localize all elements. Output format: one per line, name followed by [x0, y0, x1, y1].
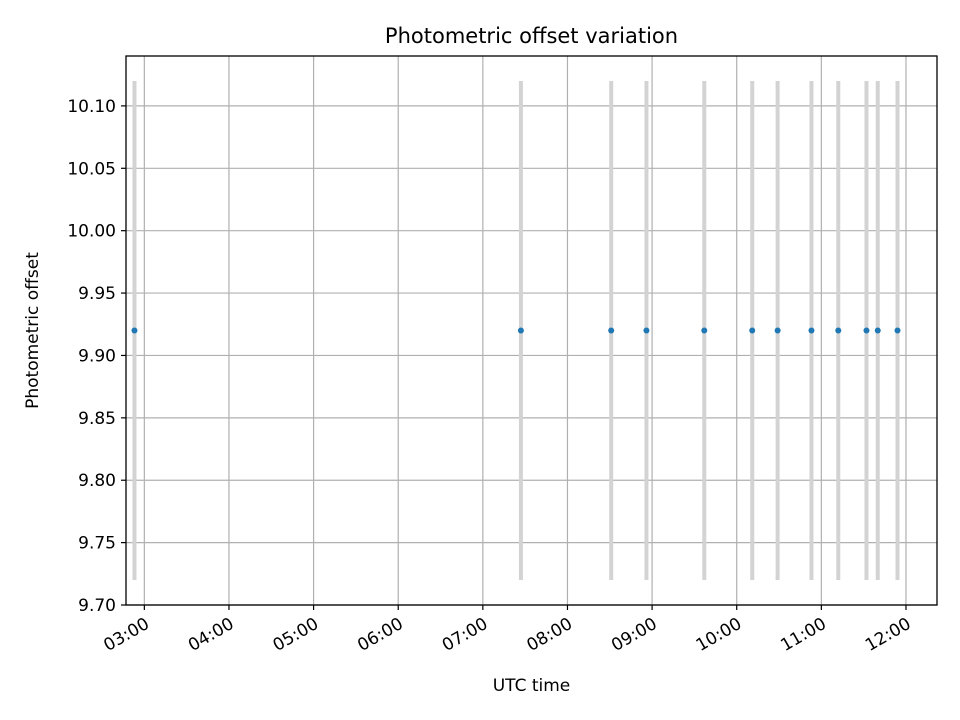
data-point: [701, 327, 708, 334]
y-tick-label: 9.95: [78, 284, 116, 304]
data-point: [774, 327, 781, 334]
data-point: [894, 327, 901, 334]
y-tick-label: 10.00: [67, 222, 116, 242]
data-point: [131, 327, 138, 334]
data-point: [874, 327, 881, 334]
data-point: [863, 327, 870, 334]
data-points: [131, 327, 901, 334]
y-axis-ticks: 9.70 9.75 9.80 9.85 9.90 9.95 10.00 10.05 10.10: [67, 97, 126, 616]
y-tick-label: 9.75: [78, 534, 116, 554]
chart-title: Photometric offset variation: [385, 24, 678, 48]
data-point: [608, 327, 615, 334]
y-tick-label: 10.10: [67, 97, 116, 117]
data-point: [835, 327, 842, 334]
y-tick-label: 9.90: [78, 346, 116, 366]
x-axis-label: UTC time: [493, 676, 571, 696]
data-point: [643, 327, 650, 334]
data-point: [517, 327, 524, 334]
data-point: [808, 327, 815, 334]
y-tick-label: 9.70: [78, 596, 116, 616]
y-tick-label: 9.80: [78, 471, 116, 491]
plot-frame: [125, 55, 938, 606]
y-tick-label: 10.05: [67, 159, 116, 179]
y-axis-label: Photometric offset: [23, 252, 43, 409]
y-tick-label: 9.85: [78, 409, 116, 429]
data-point: [749, 327, 756, 334]
